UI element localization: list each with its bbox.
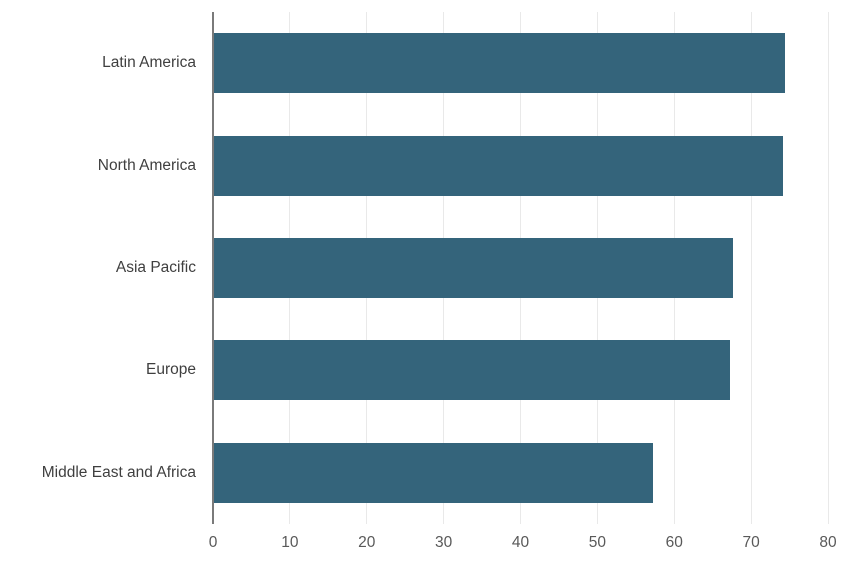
category-label-latin-america: Latin America: [102, 54, 196, 72]
bar-series: [213, 12, 828, 524]
bar-row: [213, 319, 828, 421]
bar-row: [213, 114, 828, 216]
y-axis-labels: Latin America North America Asia Pacific…: [0, 12, 196, 524]
category-label-middle-east-and-africa: Middle East and Africa: [41, 463, 196, 481]
bar-row: [213, 217, 828, 319]
bar-latin-america: [213, 33, 785, 94]
category-label-north-america: North America: [97, 156, 196, 174]
x-tick-label-70: 70: [742, 534, 760, 551]
bar-row: [213, 12, 828, 114]
x-tick-label-30: 30: [435, 534, 453, 551]
x-tick-label-0: 0: [208, 534, 218, 551]
gridline-70: [750, 12, 752, 524]
category-label-europe: Europe: [146, 361, 196, 379]
gridline-80: [827, 12, 829, 524]
x-tick-label-40: 40: [511, 534, 530, 551]
x-tick-label-60: 60: [665, 534, 683, 551]
bar-row: [213, 422, 828, 524]
x-tick-label-80: 80: [819, 534, 837, 551]
x-axis-tick-labels: 0 10 20 30 40 50 60 70 80: [209, 530, 837, 556]
category-label-asia-pacific: Asia Pacific: [115, 259, 196, 277]
x-tick-label-50: 50: [588, 534, 606, 551]
x-tick-label-10: 10: [281, 534, 299, 551]
plot-area: [212, 12, 829, 524]
bar-middle-east-and-africa: [213, 442, 653, 503]
y-axis-line: [212, 12, 214, 524]
x-tick-label-20: 20: [358, 534, 376, 551]
bar-europe: [213, 340, 730, 401]
bar-asia-pacific: [213, 238, 733, 299]
bar-north-america: [213, 135, 784, 196]
